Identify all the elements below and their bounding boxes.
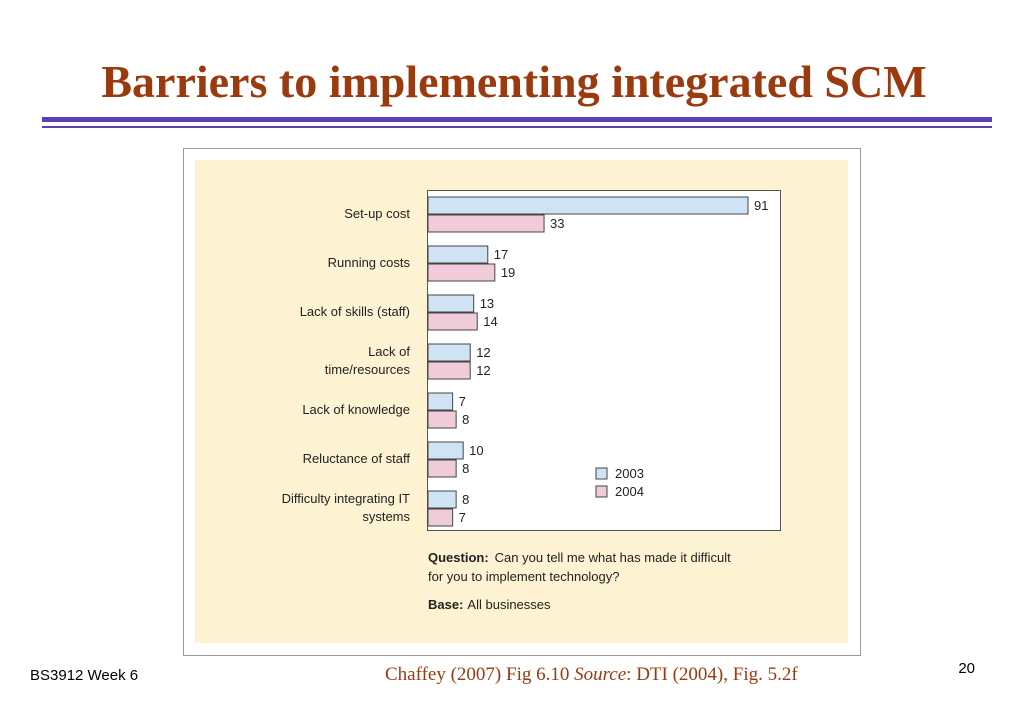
bar xyxy=(427,361,471,380)
bar xyxy=(427,312,478,331)
rule xyxy=(42,126,992,128)
data-label: 13 xyxy=(480,296,494,311)
data-label: 12 xyxy=(476,363,490,378)
data-label: 8 xyxy=(462,492,469,507)
legend-label: 2004 xyxy=(615,484,644,499)
bar xyxy=(427,343,471,362)
y-tick-label: Running costs xyxy=(328,255,411,270)
bar xyxy=(427,245,489,264)
data-label: 10 xyxy=(469,443,483,458)
question-line: Can you tell me what has made it difficu… xyxy=(495,550,731,565)
y-tick-label: Difficulty integrating IT systems xyxy=(282,491,411,524)
data-label: 19 xyxy=(501,265,515,280)
bar xyxy=(427,490,457,509)
citation-part: : DTI (2004), Fig. 5.2f xyxy=(626,664,798,685)
page-number: 20 xyxy=(958,660,975,677)
data-label: 7 xyxy=(459,510,466,525)
question: Question: Can you tell me what has made i… xyxy=(428,550,731,565)
footer-left: BS3912 Week 6 xyxy=(30,667,138,684)
data-label: 7 xyxy=(459,394,466,409)
bar xyxy=(427,441,464,460)
citation: Chaffey (2007) Fig 6.10 Source: DTI (200… xyxy=(385,664,798,685)
y-tick-label: Set-up cost xyxy=(344,206,410,221)
data-label: 14 xyxy=(483,314,497,329)
legend-swatch xyxy=(595,467,608,480)
base-text: All businesses xyxy=(467,597,551,612)
base-label: Base: xyxy=(428,597,463,612)
bar xyxy=(427,263,496,282)
y-tick-label: Lack of knowledge xyxy=(302,402,410,417)
legend-label: 2003 xyxy=(615,466,644,481)
bar xyxy=(427,410,457,429)
slide-title: Barriers to implementing integrated SCM xyxy=(101,56,926,107)
y-tick-label: Lack of time/resources xyxy=(325,344,411,377)
data-label: 33 xyxy=(550,216,564,231)
bar xyxy=(427,196,749,215)
data-label: 12 xyxy=(476,345,490,360)
data-label: 91 xyxy=(754,198,768,213)
data-label: 8 xyxy=(462,461,469,476)
y-tick-label: Reluctance of staff xyxy=(303,451,411,466)
bar xyxy=(427,508,454,527)
bar xyxy=(427,214,545,233)
base: Base: All businesses xyxy=(428,597,551,612)
citation-part: Chaffey (2007) Fig 6.10 xyxy=(385,664,574,685)
data-label: 17 xyxy=(494,247,508,262)
citation-part: Source xyxy=(574,664,626,685)
question-line: for you to implement technology? xyxy=(428,569,620,584)
question-label: Question: xyxy=(428,550,489,565)
data-label: 8 xyxy=(462,412,469,427)
bar xyxy=(427,294,475,313)
y-tick-label: Lack of skills (staff) xyxy=(300,304,410,319)
rule xyxy=(42,117,992,122)
bar xyxy=(427,459,457,478)
bar xyxy=(427,392,454,411)
legend-swatch xyxy=(595,485,608,498)
